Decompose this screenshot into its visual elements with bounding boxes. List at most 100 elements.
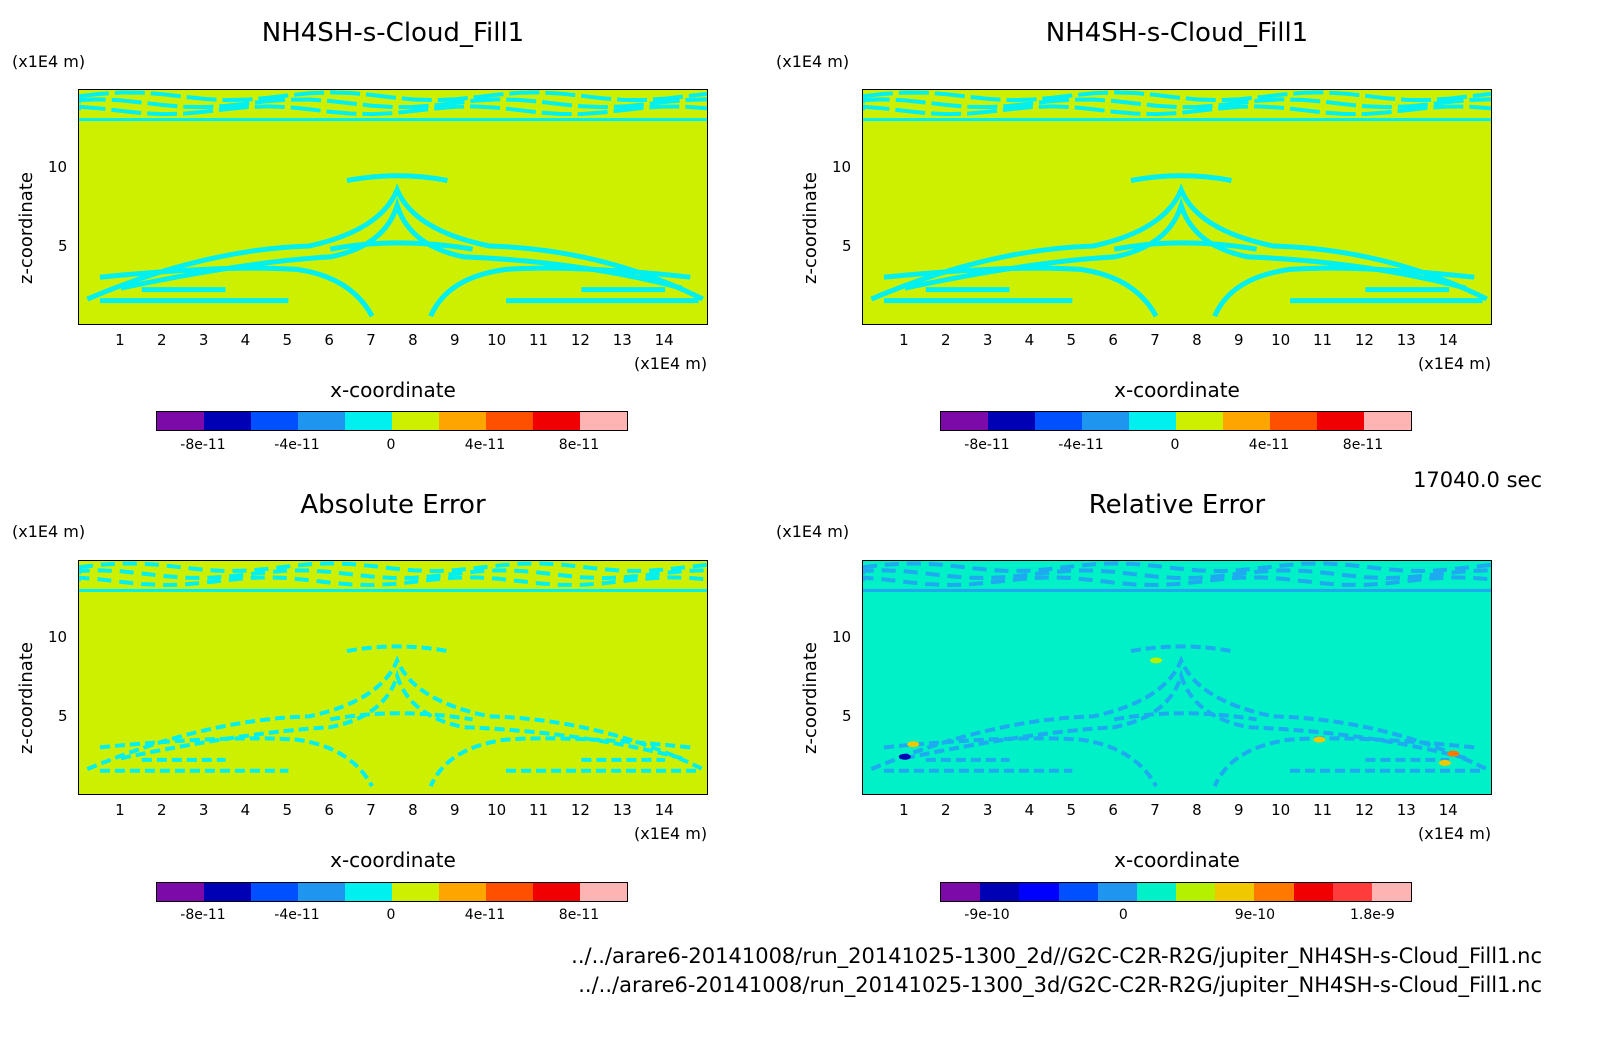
contour-band: [329, 711, 473, 722]
colorbar-tick-label: 4e-11: [464, 437, 506, 453]
colorbar-swatch: [1129, 412, 1176, 430]
y-unit-label: (x1E4 m): [776, 52, 850, 71]
colorbar-swatch: [157, 412, 204, 430]
colorbar-swatch: [1035, 412, 1082, 430]
colorbar-swatch: [1293, 883, 1333, 901]
contour-band: [79, 97, 707, 110]
contour-band: [120, 197, 683, 291]
y-tick-label: 10: [832, 628, 852, 646]
contour-band: [863, 90, 1491, 103]
colorbar-swatch: [580, 883, 627, 901]
x-tick-label: 7: [366, 331, 376, 349]
contour-band: [99, 736, 374, 788]
x-tick-label: 12: [570, 331, 590, 349]
contour-band: [79, 568, 707, 581]
colorbar-swatch: [486, 412, 533, 430]
x-tick-label: 8: [1192, 331, 1202, 349]
x-axis-label: x-coordinate: [330, 378, 456, 402]
contour-band: [863, 104, 1491, 117]
heatmap-svg: [79, 90, 707, 318]
x-tick-label: 7: [1150, 331, 1160, 349]
colorbar-swatch: [533, 883, 580, 901]
contour-band: [79, 104, 707, 117]
colorbar-swatch: [1332, 883, 1372, 901]
colorbar-swatch: [1019, 883, 1059, 901]
x-tick-label: 9: [450, 801, 460, 819]
x-tick-label: 1: [899, 331, 909, 349]
y-tick-label: 10: [48, 158, 68, 176]
x-tick-label: 10: [487, 801, 507, 819]
colorbar: [156, 411, 628, 431]
colorbar-swatch: [1215, 883, 1255, 901]
x-unit-label: (x1E4 m): [634, 354, 708, 373]
x-tick-label: 13: [612, 801, 632, 819]
band: [79, 118, 707, 122]
colorbar-tick-label: 8e-11: [1342, 437, 1384, 453]
x-tick-label: 13: [1396, 801, 1416, 819]
colorbar-tick-label: -8e-11: [964, 437, 1010, 453]
colorbar-tick-label: -8e-11: [180, 907, 226, 923]
colorbar-tick-label: 8e-11: [558, 437, 600, 453]
y-tick-label: 5: [58, 707, 68, 725]
colorbar-swatch: [1136, 883, 1177, 901]
colorbar-tick-label: 9e-10: [1234, 907, 1276, 923]
contour-band: [79, 90, 707, 103]
contour-band: [99, 265, 375, 318]
contour-band: [863, 575, 1491, 588]
x-tick-label: 7: [1150, 801, 1160, 819]
y-unit-label: (x1E4 m): [776, 522, 850, 541]
x-unit-label: (x1E4 m): [634, 824, 708, 843]
contour-band: [870, 183, 1488, 302]
error-spot: [1447, 750, 1460, 757]
colorbar-swatch: [988, 412, 1035, 430]
colorbar-swatch: [1176, 883, 1216, 901]
colorbar-swatch: [345, 412, 392, 430]
colorbar-swatch: [941, 883, 981, 901]
colorbar-swatch: [392, 883, 439, 901]
error-spot: [1438, 759, 1451, 766]
contour-band: [1212, 736, 1475, 788]
panel-title: Relative Error: [1088, 490, 1266, 520]
panel-title: NH4SH-s-Cloud_Fill1: [261, 18, 525, 48]
panel-title: NH4SH-s-Cloud_Fill1: [1045, 18, 1309, 48]
x-tick-label: 8: [1192, 801, 1202, 819]
contour-band: [1113, 711, 1257, 722]
contour-band: [904, 669, 1467, 761]
x-tick-label: 9: [450, 331, 460, 349]
contour-band: [86, 183, 704, 302]
x-tick-label: 8: [408, 801, 418, 819]
x-tick-label: 12: [1354, 801, 1374, 819]
colorbar-swatch: [1254, 883, 1294, 901]
x-tick-label: 5: [282, 801, 293, 819]
contour-band: [863, 561, 1491, 574]
error-spot: [907, 741, 920, 748]
contour-band: [883, 265, 1159, 318]
contour-band: [1130, 173, 1232, 183]
contour-band: [883, 736, 1158, 788]
x-tick-label: 6: [324, 331, 334, 349]
x-tick-label: 11: [528, 801, 549, 819]
timestamp: 17040.0 sec: [1413, 468, 1542, 492]
contour-band: [863, 568, 1491, 581]
colorbar: [156, 882, 628, 902]
colorbar-tick-label: -4e-11: [1058, 437, 1104, 453]
colorbar-swatch: [1223, 412, 1270, 430]
colorbar-swatch: [1371, 883, 1412, 901]
x-axis-label: x-coordinate: [1114, 378, 1240, 402]
x-tick-label: 7: [366, 801, 376, 819]
y-axis-label: z-coordinate: [800, 642, 821, 754]
x-tick-label: 11: [1312, 331, 1333, 349]
y-unit-label: (x1E4 m): [12, 522, 86, 541]
error-spot: [1313, 736, 1326, 743]
colorbar-swatch: [439, 412, 486, 430]
x-tick-label: 11: [528, 331, 549, 349]
x-tick-label: 6: [1108, 801, 1118, 819]
panel-title: Absolute Error: [300, 490, 486, 520]
contour-band: [863, 97, 1491, 110]
colorbar: [940, 882, 1412, 902]
colorbar-tick-label: -4e-11: [274, 437, 320, 453]
x-tick-label: 13: [612, 331, 632, 349]
x-tick-label: 12: [570, 801, 590, 819]
y-axis-label: z-coordinate: [16, 642, 37, 754]
colorbar-tick-label: 0: [1118, 907, 1128, 923]
